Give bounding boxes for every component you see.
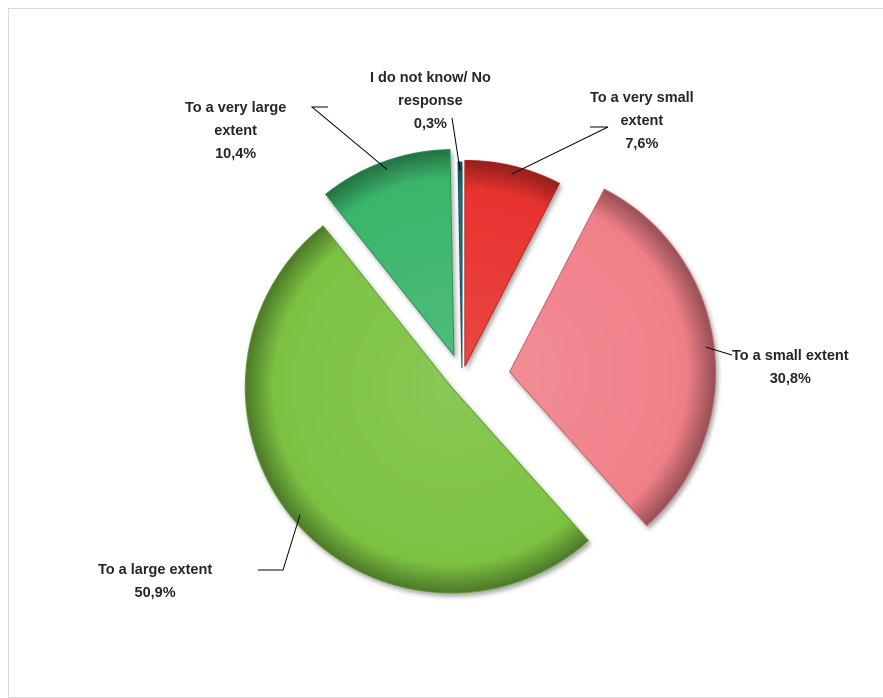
leader-line-to-a-very-small-extent: [511, 126, 609, 175]
slice-value: 50,9%: [134, 585, 176, 601]
slice-name: response: [398, 93, 463, 109]
leader-line-to-a-small-extent: [705, 346, 733, 356]
label-small-extent: To a small extent 30,8%: [732, 345, 849, 391]
pie-slice-to-a-very-large-extent: [324, 148, 455, 357]
pie-slice-to-a-large-extent: [244, 225, 590, 594]
slice-name: To a large extent: [98, 562, 213, 578]
slice-value: 7,6%: [625, 136, 659, 152]
slice-value: 10,4%: [215, 146, 257, 162]
slice-name: I do not know/ No: [370, 70, 491, 86]
pie-slice-to-a-small-extent: [509, 188, 717, 527]
slice-value: 30,8%: [769, 371, 811, 387]
slice-name: extent: [620, 113, 664, 129]
label-very-small-extent: To a very small extent 7,6%: [590, 87, 694, 156]
label-no-response: I do not know/ No response 0,3%: [370, 67, 491, 136]
leader-line-to-a-large-extent: [258, 514, 301, 571]
slice-value: 0,3%: [413, 116, 447, 132]
pie-slice-i-do-not-know-no-response: [457, 161, 463, 369]
label-very-large-extent: To a very large extent 10,4%: [185, 97, 286, 166]
leader-line-i-do-not-know-no-response: [451, 117, 461, 171]
label-large-extent: To a large extent 50,9%: [98, 559, 212, 605]
leader-line-to-a-very-large-extent: [310, 106, 388, 170]
slice-name: To a very large: [185, 100, 287, 116]
pie-slice-to-a-very-small-extent: [464, 159, 561, 367]
slice-name: To a very small: [590, 90, 694, 106]
slice-name: extent: [214, 123, 257, 139]
slice-name: To a small extent: [732, 348, 849, 364]
